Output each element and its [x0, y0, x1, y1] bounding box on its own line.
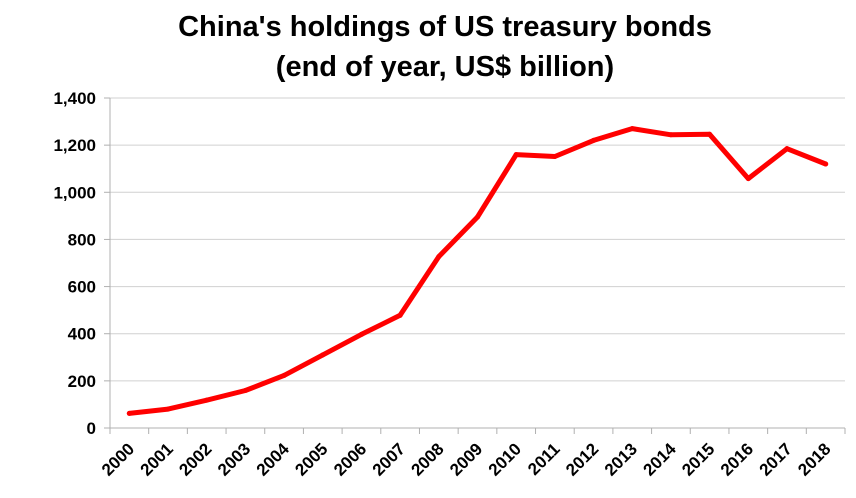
data-point	[513, 152, 519, 158]
x-tick-label: 2015	[678, 439, 718, 479]
data-point	[629, 126, 635, 132]
y-tick-label: 800	[68, 230, 96, 249]
data-point	[320, 352, 326, 358]
data-point	[823, 161, 829, 167]
data-point	[165, 406, 171, 412]
y-tick-label: 0	[87, 419, 96, 438]
chart-subtitle: (end of year, US$ billion)	[276, 51, 614, 83]
data-point	[784, 146, 790, 152]
x-tick-label: 2016	[717, 439, 757, 479]
x-tick-label: 2014	[640, 439, 681, 480]
x-tick-label: 2018	[794, 439, 834, 479]
y-tick-label: 400	[68, 325, 96, 344]
data-point	[397, 312, 403, 318]
x-tick-label: 2007	[369, 439, 409, 479]
series-layer	[126, 126, 829, 416]
data-point	[475, 214, 480, 220]
x-tick-label: 2012	[562, 439, 602, 479]
x-tick-label: 2010	[485, 439, 525, 479]
x-tick-label: 2011	[524, 439, 564, 479]
data-point	[591, 137, 597, 143]
y-tick-label: 200	[68, 372, 96, 391]
x-tick-label: 2006	[330, 439, 370, 479]
data-point	[242, 388, 248, 394]
data-point	[745, 176, 751, 182]
y-tick-label: 1,400	[53, 89, 96, 108]
y-tick-label: 1,200	[53, 136, 96, 155]
gridlines	[110, 97, 845, 382]
data-point	[204, 397, 210, 403]
data-point	[436, 254, 442, 260]
x-tick-label: 2001	[137, 439, 177, 479]
x-tick-label: 2008	[407, 439, 447, 479]
data-point	[552, 153, 558, 159]
y-tick-label: 600	[68, 278, 96, 297]
series-line-0	[126, 126, 829, 416]
x-tick-label: 2013	[601, 439, 641, 479]
data-point	[126, 410, 132, 416]
y-axis-tick-labels: 0 200 400 600 800 1,000 1,200 1,400	[53, 89, 96, 438]
data-point	[668, 132, 674, 138]
axes	[104, 97, 846, 434]
x-tick-label: 2003	[214, 439, 254, 479]
x-tick-label: 2009	[446, 439, 486, 479]
x-tick-label: 2000	[98, 439, 138, 479]
data-point	[707, 131, 713, 137]
x-tick-label: 2004	[253, 439, 294, 480]
x-tick-label: 2002	[175, 439, 215, 479]
x-tick-label: 2017	[756, 439, 796, 479]
data-point	[358, 331, 364, 337]
y-tick-label: 1,000	[53, 183, 96, 202]
chart-title: China's holdings of US treasury bonds	[178, 11, 712, 43]
data-point	[281, 372, 287, 378]
x-axis-tick-labels: 2000200120022003200420052006200720082009…	[98, 439, 834, 480]
x-tick-label: 2005	[291, 439, 331, 479]
